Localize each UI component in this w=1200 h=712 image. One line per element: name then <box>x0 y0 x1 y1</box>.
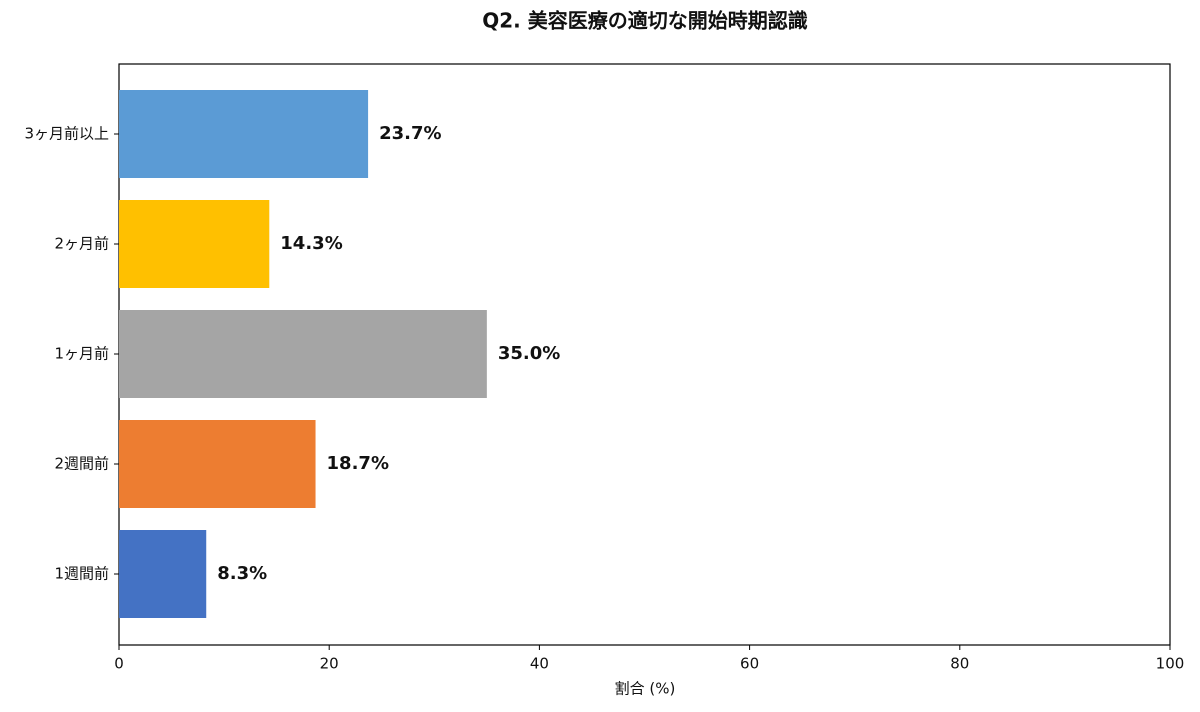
value-label: 18.7% <box>327 453 389 474</box>
y-tick-label: 1週間前 <box>54 565 109 583</box>
value-label: 14.3% <box>280 233 342 254</box>
x-tick-label: 20 <box>320 655 339 673</box>
y-tick-label: 1ヶ月前 <box>54 345 109 363</box>
x-tick-label: 60 <box>740 655 759 673</box>
y-tick-label: 2週間前 <box>54 455 109 473</box>
x-tick-label: 0 <box>114 655 124 673</box>
y-tick-label: 3ヶ月前以上 <box>24 125 109 143</box>
bar <box>119 310 487 398</box>
x-axis-label: 割合 (%) <box>615 680 676 698</box>
x-tick-label: 40 <box>530 655 549 673</box>
chart-title: Q2. 美容医療の適切な開始時期認識 <box>482 9 807 33</box>
x-tick-label: 80 <box>950 655 969 673</box>
bar <box>119 420 316 508</box>
value-label: 8.3% <box>217 563 267 584</box>
x-tick-label: 100 <box>1156 655 1185 673</box>
value-label: 35.0% <box>498 343 560 364</box>
bar <box>119 200 270 288</box>
y-tick-label: 2ヶ月前 <box>54 235 109 253</box>
bar <box>119 530 207 618</box>
value-label: 23.7% <box>379 123 441 144</box>
bar <box>119 90 369 178</box>
